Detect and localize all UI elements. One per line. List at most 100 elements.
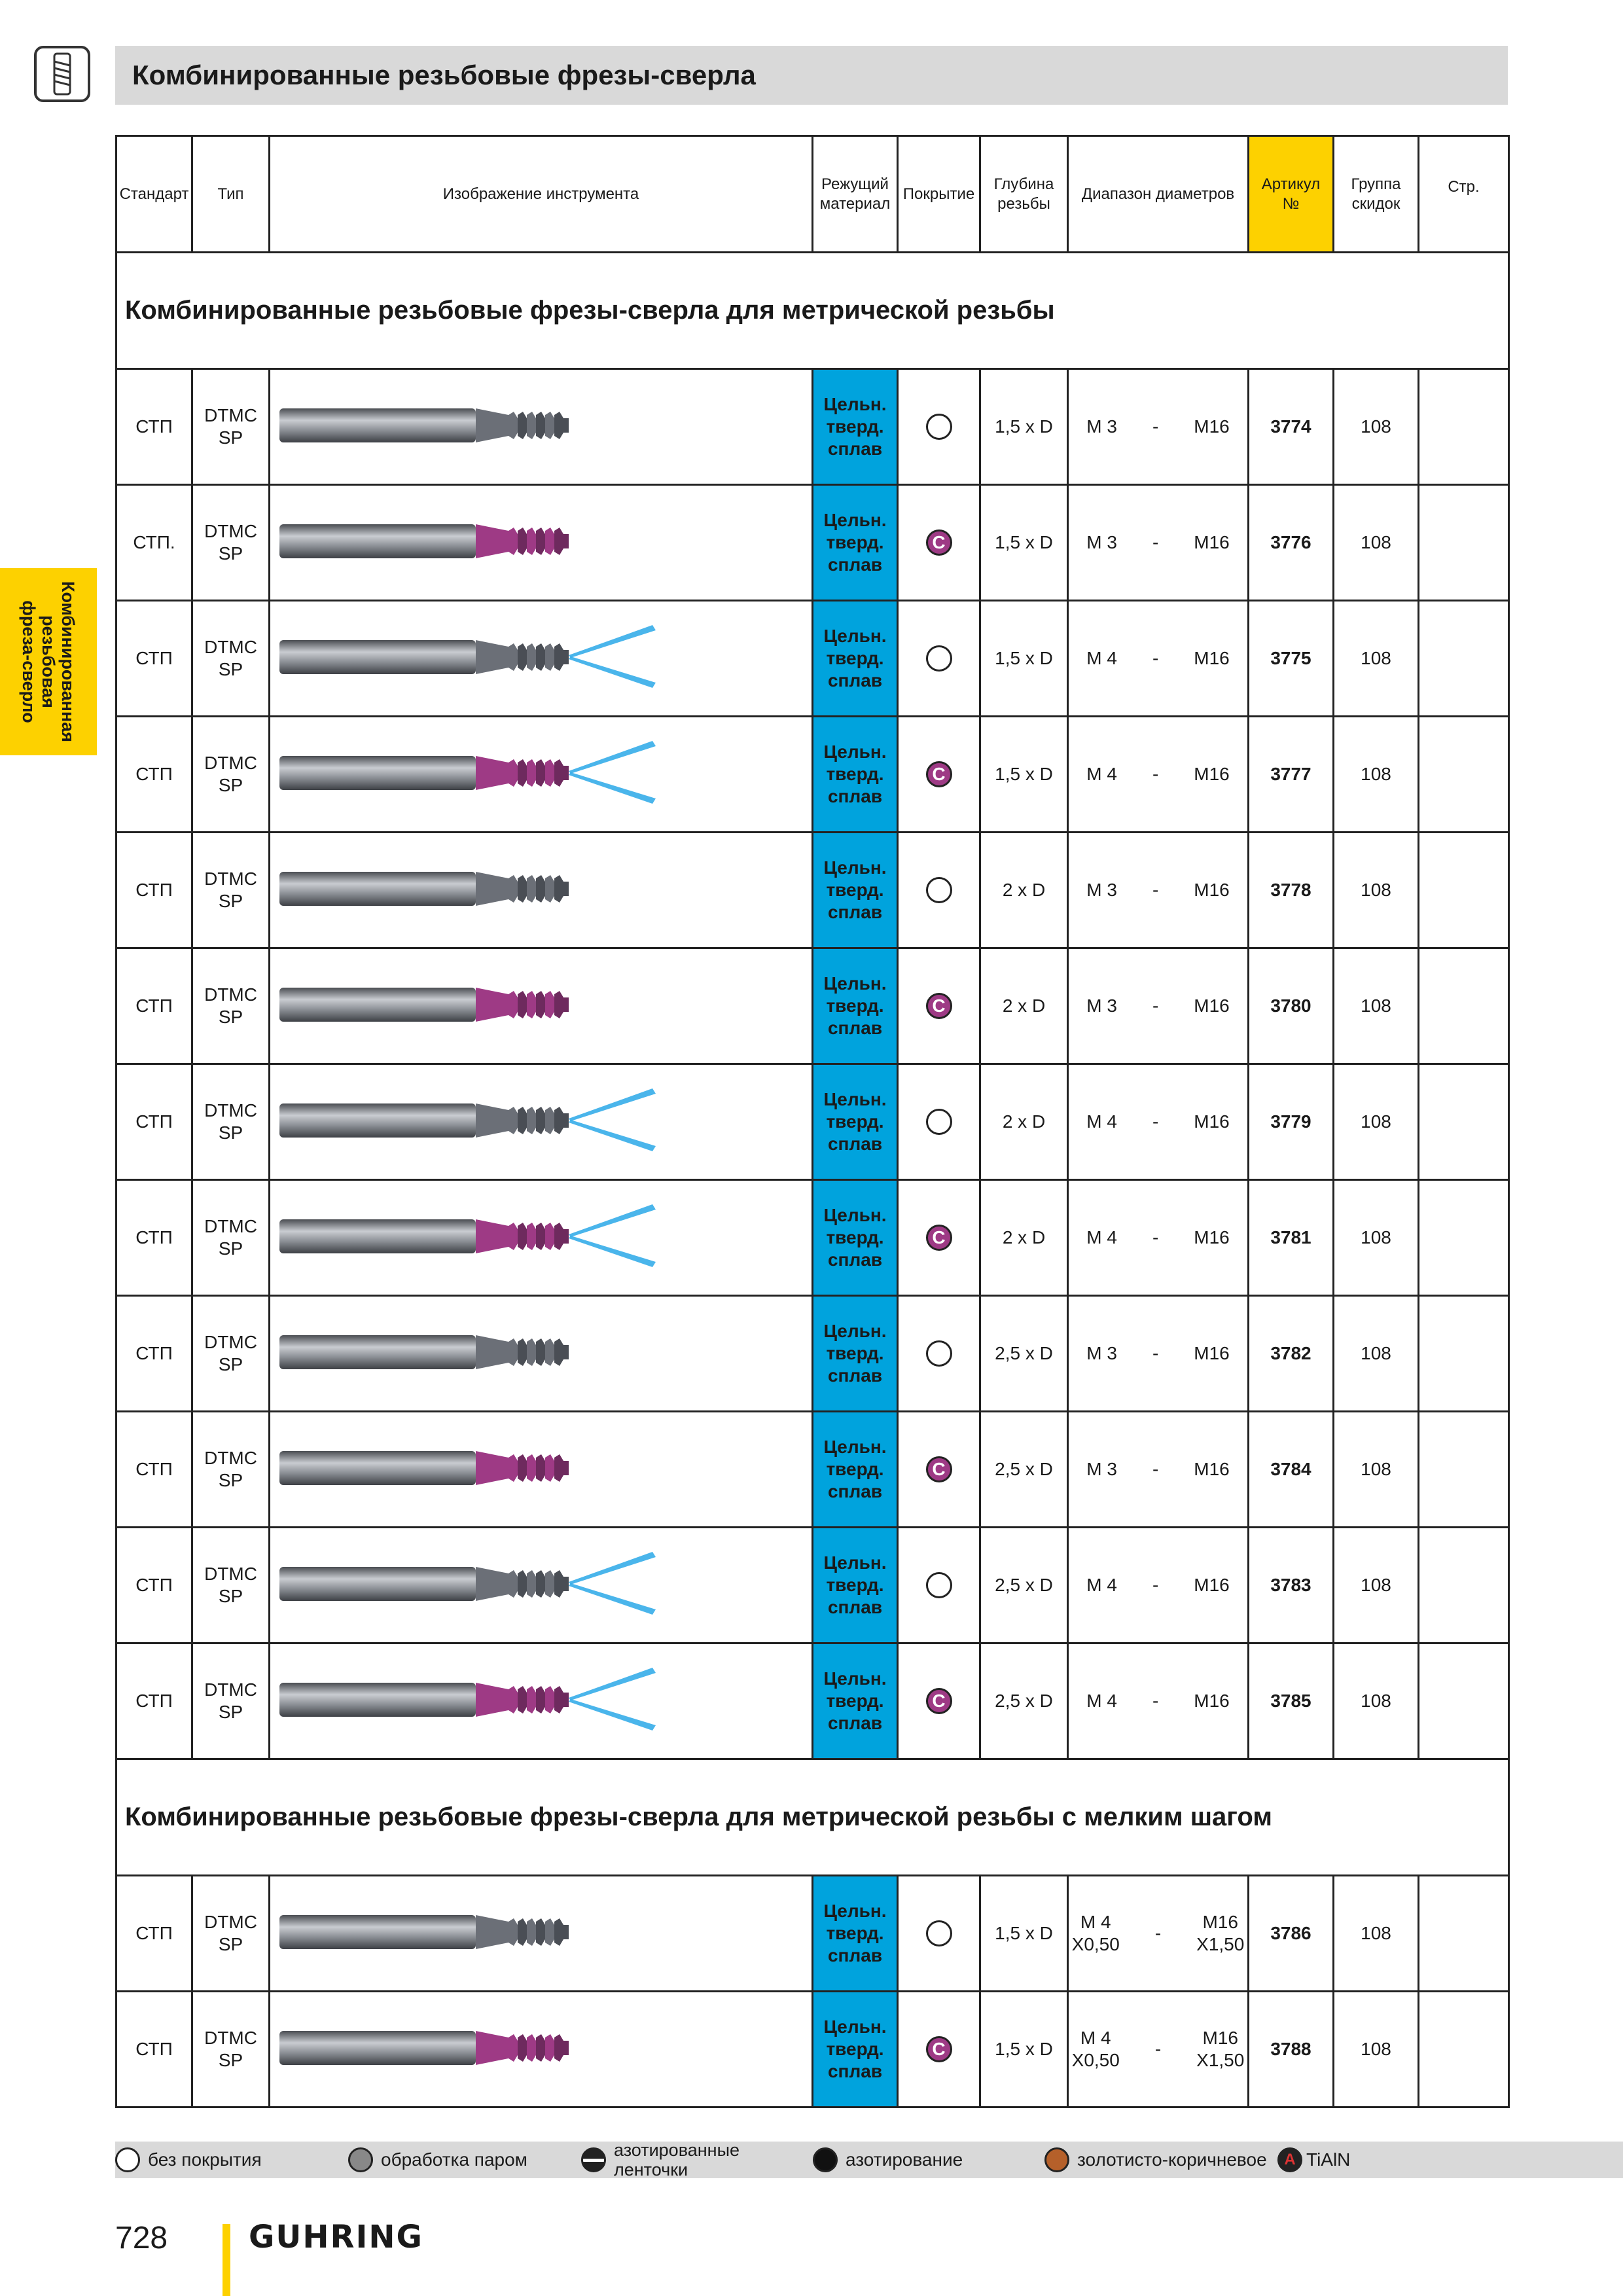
cell-tool-image: [268, 1642, 813, 1760]
cell-tool-image: [268, 600, 813, 717]
cell-material: Цельн. тверд. сплав: [812, 1990, 899, 2108]
cell-tool-image: [268, 484, 813, 601]
cell-standard: СТП: [115, 1063, 193, 1181]
cell-coating: C: [897, 484, 981, 601]
cell-depth: 1,5 x D: [979, 368, 1069, 486]
cell-discount-group: 108: [1332, 368, 1419, 486]
cell-standard: СТП: [115, 1410, 193, 1528]
uncoated-icon: [925, 1920, 952, 1946]
header-discount: Группа скидок: [1332, 135, 1419, 253]
cell-tool-image: [268, 1410, 813, 1528]
cell-type: DTMC SP: [191, 1990, 270, 2108]
cell-tool-image: [268, 1990, 813, 2108]
product-table: Стандарт Тип Изображение инструмента Реж…: [115, 135, 1510, 2108]
tool-image: [279, 1335, 569, 1369]
tool-category-icon: [34, 46, 90, 102]
cell-depth: 1,5 x D: [979, 1874, 1069, 1992]
cell-diameter: M 3- M16: [1067, 947, 1249, 1065]
uncoated-icon: [115, 2147, 140, 2172]
cell-article: 3782: [1247, 1295, 1334, 1412]
cell-page: [1418, 1990, 1510, 2108]
cell-coating: C: [897, 1410, 981, 1528]
side-tab[interactable]: Комбинированная резьбовая фреза-сверло: [0, 568, 97, 755]
cell-page: [1418, 484, 1510, 601]
cell-depth: 2 x D: [979, 1063, 1069, 1181]
cell-tool-image: [268, 947, 813, 1065]
cell-tool-image: [268, 1179, 813, 1297]
nitrided-icon: [813, 2147, 838, 2172]
cell-discount-group: 108: [1332, 484, 1419, 601]
cell-page: [1418, 1642, 1510, 1760]
cell-standard: СТП: [115, 831, 193, 949]
cell-tool-image: [268, 715, 813, 833]
legend-gold-brown: золотисто-коричневое: [1044, 2142, 1267, 2178]
cell-discount-group: 108: [1332, 1642, 1419, 1760]
cell-material: Цельн. тверд. сплав: [812, 1874, 899, 1992]
cell-article: 3774: [1247, 368, 1334, 486]
cell-article: 3778: [1247, 831, 1334, 949]
cell-material: Цельн. тверд. сплав: [812, 368, 899, 486]
cell-article: 3788: [1247, 1990, 1334, 2108]
cell-type: DTMC SP: [191, 1526, 270, 1644]
cell-standard: СТП: [115, 368, 193, 486]
cell-standard: СТП: [115, 715, 193, 833]
brand-logo: GUHRING: [249, 2219, 423, 2255]
cell-diameter: M 3- M16: [1067, 368, 1249, 486]
cell-page: [1418, 600, 1510, 717]
cell-page: [1418, 1526, 1510, 1644]
cell-article: 3779: [1247, 1063, 1334, 1181]
cell-material: Цельн. тверд. сплав: [812, 715, 899, 833]
cell-page: [1418, 1179, 1510, 1297]
cell-type: DTMC SP: [191, 1642, 270, 1760]
tool-image: [279, 871, 569, 906]
cell-depth: 2 x D: [979, 831, 1069, 949]
cell-standard: СТП: [115, 1179, 193, 1297]
header-image: Изображение инструмента: [268, 135, 813, 253]
cell-discount-group: 108: [1332, 1410, 1419, 1528]
header-diameter: Диапазон диаметров: [1067, 135, 1249, 253]
header-bar: Комбинированные резьбовые фрезы-сверла: [115, 46, 1508, 105]
uncoated-icon: [925, 1109, 952, 1135]
cell-diameter: M 4- M16: [1067, 600, 1249, 717]
cell-standard: СТП: [115, 600, 193, 717]
cell-coating: C: [897, 1179, 981, 1297]
table-header-row: Стандарт Тип Изображение инструмента Реж…: [115, 135, 1510, 253]
page-title: Комбинированные резьбовые фрезы-сверла: [132, 60, 756, 90]
cell-diameter: M 4- M16: [1067, 1179, 1249, 1297]
cell-depth: 2,5 x D: [979, 1295, 1069, 1412]
uncoated-icon: [925, 1340, 952, 1367]
section-title: Комбинированные резьбовые фрезы-сверла д…: [115, 1758, 1510, 1876]
cell-type: DTMC SP: [191, 1874, 270, 1992]
cell-discount-group: 108: [1332, 1990, 1419, 2108]
cell-page: [1418, 831, 1510, 949]
legend-steam: обработка паром: [348, 2142, 527, 2178]
cell-type: DTMC SP: [191, 368, 270, 486]
header-article: Артикул №: [1247, 135, 1334, 253]
cell-type: DTMC SP: [191, 947, 270, 1065]
cell-type: DTMC SP: [191, 1063, 270, 1181]
cell-tool-image: [268, 1295, 813, 1412]
cell-diameter: M 4- M16: [1067, 1063, 1249, 1181]
coating-c-icon: C: [925, 761, 952, 787]
cell-discount-group: 108: [1332, 831, 1419, 949]
cell-material: Цельн. тверд. сплав: [812, 1063, 899, 1181]
cell-tool-image: [268, 831, 813, 949]
side-tab-label: Комбинированная резьбовая фреза-сверло: [19, 581, 78, 743]
cell-type: DTMC SP: [191, 831, 270, 949]
cell-diameter: M 4- M16: [1067, 715, 1249, 833]
cell-type: DTMC SP: [191, 715, 270, 833]
cell-article: 3785: [1247, 1642, 1334, 1760]
cell-depth: 2,5 x D: [979, 1642, 1069, 1760]
uncoated-icon: [925, 1572, 952, 1598]
cell-material: Цельн. тверд. сплав: [812, 1642, 899, 1760]
cell-article: 3781: [1247, 1179, 1334, 1297]
cell-article: 3780: [1247, 947, 1334, 1065]
legend-uncoated: без покрытия: [115, 2142, 262, 2178]
cell-tool-image: [268, 1063, 813, 1181]
cell-discount-group: 108: [1332, 715, 1419, 833]
